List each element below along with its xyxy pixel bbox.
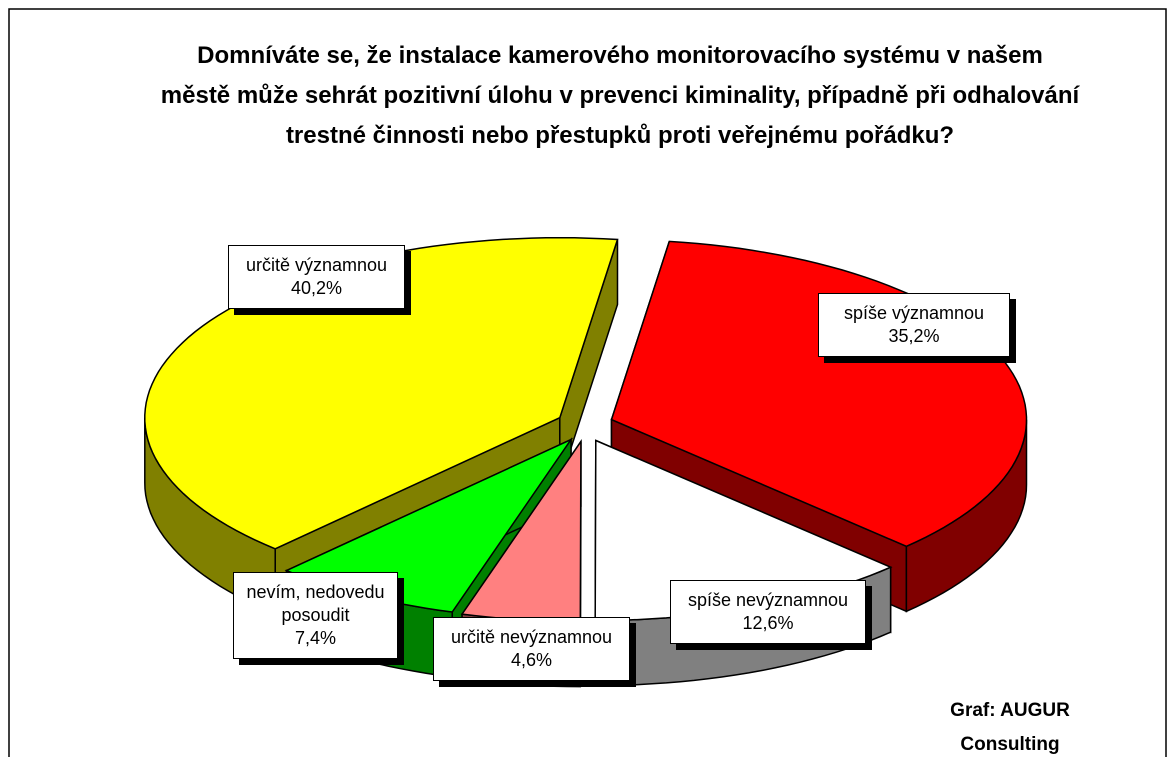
label-name: určitě významnou <box>245 255 388 275</box>
slice <box>144 236 619 550</box>
data-label: určitě nevýznamnou 4,6% <box>433 617 630 681</box>
data-label: určitě významnou 40,2% <box>228 245 405 309</box>
label-name: nevím, nedovedu posoudit <box>246 582 385 625</box>
label-value: 7,4% <box>294 628 337 648</box>
label-value: 35,2% <box>888 326 940 346</box>
label-value: 40,2% <box>290 278 343 298</box>
label-value: 4,6% <box>510 650 553 670</box>
annotation: Graf: AUGUR Consulting <box>950 700 1070 755</box>
label-name: určitě nevýznamnou <box>450 627 613 647</box>
label-name: spíše významnou <box>843 303 985 323</box>
label-value: 12,6% <box>742 613 794 633</box>
frame <box>8 8 1167 757</box>
data-label: nevím, nedovedu posoudit 7,4% <box>233 572 398 659</box>
label-name: spíše nevýznamnou <box>687 590 849 610</box>
data-label: spíše nevýznamnou 12,6% <box>670 580 866 644</box>
data-label: spíše významnou 35,2% <box>818 293 1010 357</box>
chart-title: Domníváte se, že instalace kamerového mo… <box>160 42 1080 149</box>
